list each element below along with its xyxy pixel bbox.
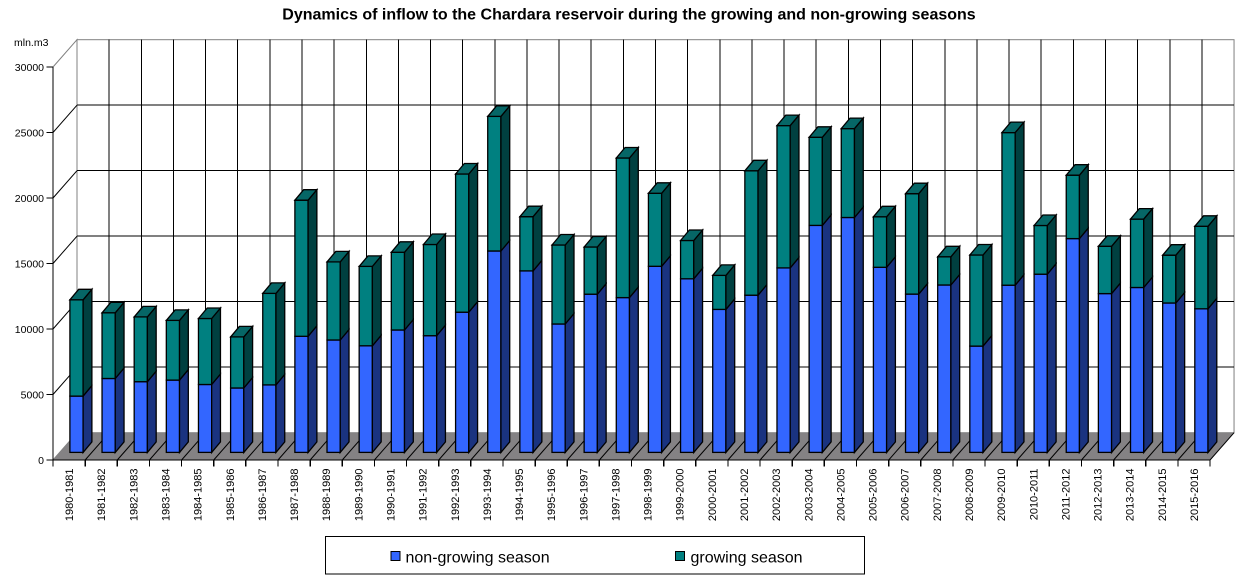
svg-text:1994-1995: 1994-1995	[514, 469, 526, 522]
svg-text:2000-2001: 2000-2001	[707, 469, 719, 522]
svg-text:2009-2010: 2009-2010	[996, 469, 1008, 522]
svg-text:growing season: growing season	[691, 550, 803, 567]
svg-text:1991-1992: 1991-1992	[418, 469, 430, 522]
svg-text:2006-2007: 2006-2007	[900, 469, 912, 522]
svg-text:1980-1981: 1980-1981	[64, 469, 76, 522]
svg-text:5000: 5000	[21, 389, 45, 401]
svg-text:30000: 30000	[15, 62, 44, 74]
svg-text:1982-1983: 1982-1983	[128, 469, 140, 522]
svg-text:Dynamics of inflow to the Char: Dynamics of inflow to the Chardara reser…	[282, 7, 976, 24]
svg-text:1983-1984: 1983-1984	[160, 469, 172, 522]
svg-text:0: 0	[38, 455, 44, 467]
svg-text:25000: 25000	[15, 127, 44, 139]
svg-text:20000: 20000	[15, 193, 44, 205]
svg-text:2008-2009: 2008-2009	[964, 469, 976, 522]
svg-text:1997-1998: 1997-1998	[610, 469, 622, 522]
svg-text:2010-2011: 2010-2011	[1028, 469, 1040, 521]
svg-text:2001-2002: 2001-2002	[739, 469, 751, 522]
svg-text:1996-1997: 1996-1997	[578, 469, 590, 522]
svg-text:2002-2003: 2002-2003	[771, 469, 783, 522]
svg-text:2015-2016: 2015-2016	[1189, 469, 1201, 522]
svg-text:1988-1989: 1988-1989	[321, 469, 333, 522]
svg-text:10000: 10000	[15, 324, 44, 336]
svg-text:1993-1994: 1993-1994	[482, 469, 494, 522]
svg-text:2007-2008: 2007-2008	[932, 469, 944, 522]
svg-text:2014-2015: 2014-2015	[1157, 469, 1169, 522]
svg-text:1981-1982: 1981-1982	[96, 469, 108, 522]
svg-text:1986-1987: 1986-1987	[257, 469, 269, 522]
svg-text:1999-2000: 1999-2000	[675, 469, 687, 522]
svg-text:2011-2012: 2011-2012	[1060, 469, 1072, 521]
svg-text:1995-1996: 1995-1996	[546, 469, 558, 522]
svg-text:2013-2014: 2013-2014	[1125, 469, 1137, 522]
svg-text:2004-2005: 2004-2005	[835, 469, 847, 522]
svg-text:2005-2006: 2005-2006	[868, 469, 880, 522]
svg-text:1990-1991: 1990-1991	[385, 469, 397, 522]
svg-text:1989-1990: 1989-1990	[353, 469, 365, 522]
svg-text:non-growing season: non-growing season	[406, 550, 550, 567]
svg-text:1984-1985: 1984-1985	[193, 469, 205, 522]
svg-text:2003-2004: 2003-2004	[803, 469, 815, 522]
svg-text:1985-1986: 1985-1986	[225, 469, 237, 522]
svg-text:1992-1993: 1992-1993	[450, 469, 462, 522]
svg-text:mln.m3: mln.m3	[14, 37, 49, 49]
svg-text:1998-1999: 1998-1999	[643, 469, 655, 522]
svg-text:2012-2013: 2012-2013	[1093, 469, 1105, 522]
svg-text:1987-1988: 1987-1988	[289, 469, 301, 522]
svg-text:15000: 15000	[15, 258, 44, 270]
